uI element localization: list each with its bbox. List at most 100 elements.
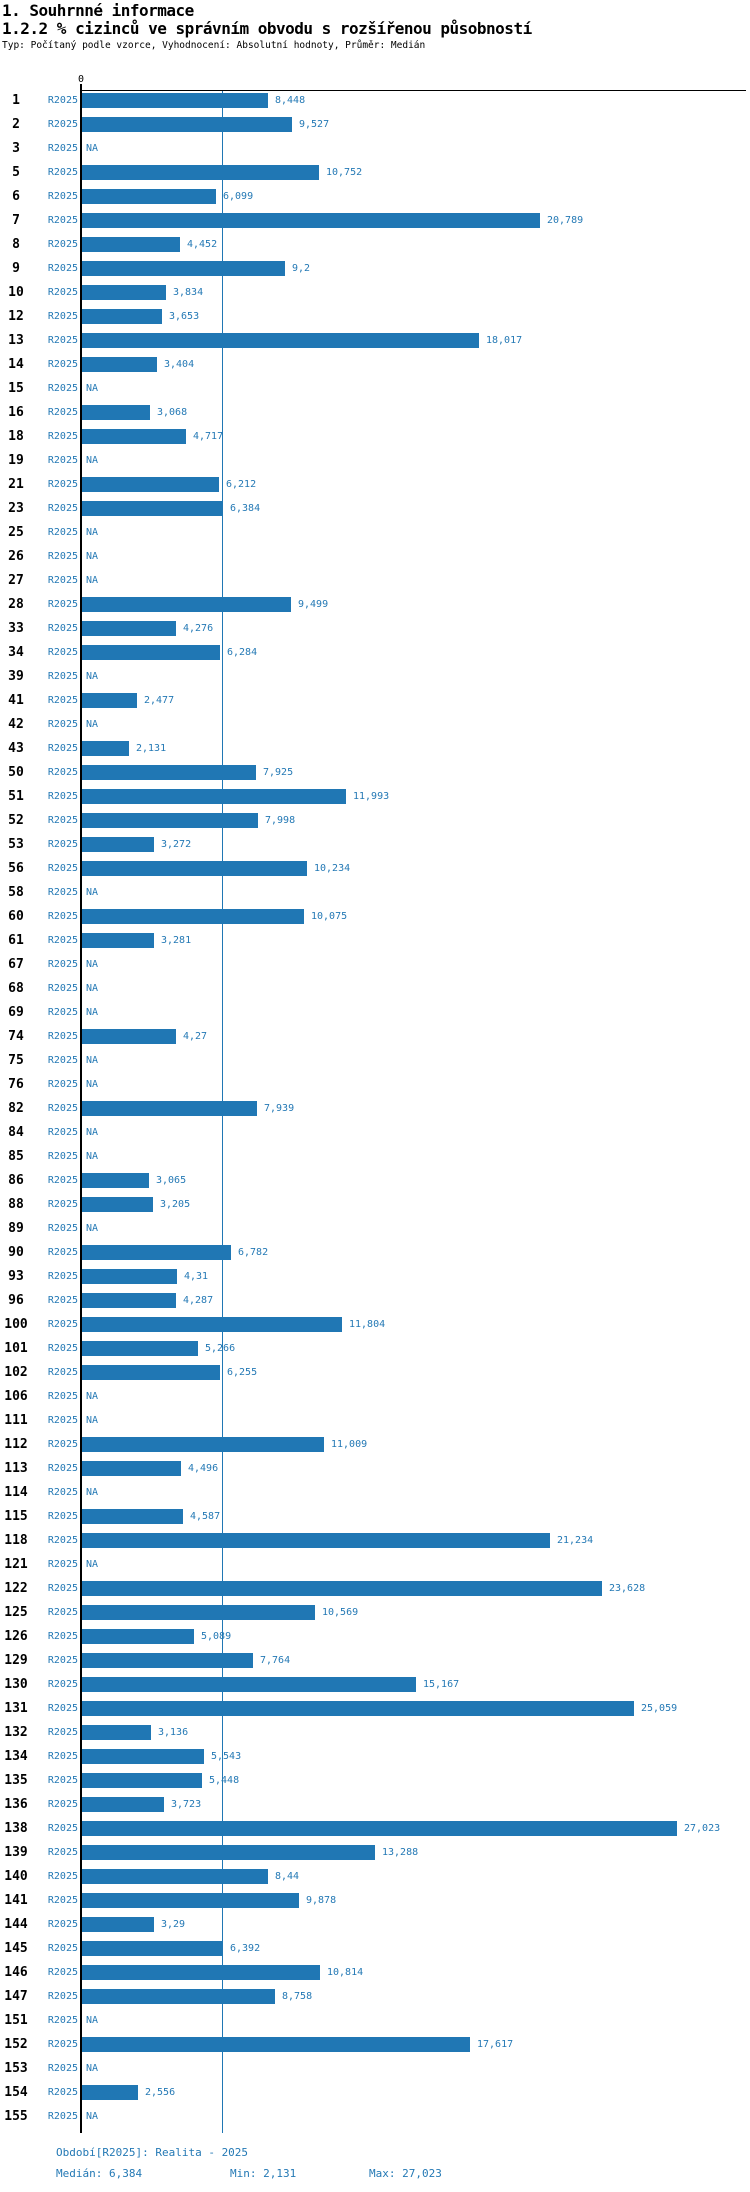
row-number: 28 — [8, 597, 24, 612]
row-number: 129 — [4, 1653, 28, 1668]
value-label: 6,392 — [230, 1943, 261, 1954]
row-number: 85 — [8, 1149, 24, 1164]
value-bar — [82, 1029, 176, 1044]
value-bar — [82, 1197, 153, 1212]
na-label: NA — [86, 1127, 99, 1138]
row-number: 155 — [4, 2109, 28, 2124]
series-label: R2025 — [47, 623, 78, 634]
row-number: 126 — [4, 1629, 28, 1644]
series-label: R2025 — [47, 95, 78, 106]
value-label: 11,804 — [349, 1319, 386, 1330]
value-label: 2,131 — [136, 743, 167, 754]
value-bar — [82, 621, 176, 636]
series-label: R2025 — [47, 1559, 78, 1570]
value-bar — [82, 837, 154, 852]
series-label: R2025 — [47, 1775, 78, 1786]
na-label: NA — [86, 1079, 99, 1090]
value-bar — [82, 1245, 231, 1260]
na-label: NA — [86, 1223, 99, 1234]
value-bar — [82, 2037, 470, 2052]
value-label: 3,065 — [156, 1175, 187, 1186]
na-label: NA — [86, 887, 99, 898]
row-number: 15 — [8, 381, 24, 396]
value-label: 3,281 — [161, 935, 192, 946]
row-number: 26 — [8, 549, 24, 564]
row-number: 51 — [8, 789, 24, 804]
row-number: 93 — [8, 1269, 24, 1284]
value-label: 4,452 — [187, 239, 218, 250]
series-label: R2025 — [47, 287, 78, 298]
row-number: 56 — [8, 861, 24, 876]
value-label: 6,099 — [223, 191, 254, 202]
row-number: 7 — [12, 213, 20, 228]
value-bar — [82, 645, 220, 660]
row-number: 1 — [12, 93, 20, 108]
row-number: 136 — [4, 1797, 28, 1812]
series-label: R2025 — [47, 311, 78, 322]
value-bar — [82, 1749, 204, 1764]
series-label: R2025 — [47, 1391, 78, 1402]
series-label: R2025 — [47, 2015, 78, 2026]
series-label: R2025 — [47, 1823, 78, 1834]
series-label: R2025 — [47, 1631, 78, 1642]
series-label: R2025 — [47, 815, 78, 826]
value-bar — [82, 1173, 149, 1188]
row-number: 113 — [4, 1461, 28, 1476]
series-label: R2025 — [47, 1751, 78, 1762]
value-bar — [82, 357, 157, 372]
row-number: 3 — [12, 141, 20, 156]
value-bar — [82, 405, 150, 420]
value-label: 5,448 — [209, 1775, 240, 1786]
value-label: 7,939 — [264, 1103, 295, 1114]
value-label: 5,089 — [201, 1631, 232, 1642]
na-label: NA — [86, 1559, 99, 1570]
series-label: R2025 — [47, 911, 78, 922]
value-label: 7,998 — [265, 815, 296, 826]
series-label: R2025 — [47, 1319, 78, 1330]
series-label: R2025 — [47, 2039, 78, 2050]
row-number: 67 — [8, 957, 24, 972]
series-label: R2025 — [47, 1223, 78, 1234]
series-label: R2025 — [47, 1463, 78, 1474]
series-label: R2025 — [47, 1127, 78, 1138]
value-label: 23,628 — [609, 1583, 646, 1594]
value-label: 6,212 — [226, 479, 257, 490]
value-label: 10,075 — [311, 911, 348, 922]
value-bar — [82, 501, 223, 516]
series-label: R2025 — [47, 1175, 78, 1186]
value-bar — [82, 2085, 138, 2100]
row-number: 43 — [8, 741, 24, 756]
series-label: R2025 — [47, 1967, 78, 1978]
row-number: 58 — [8, 885, 24, 900]
row-number: 90 — [8, 1245, 24, 1260]
row-number: 82 — [8, 1101, 24, 1116]
value-bar — [82, 693, 137, 708]
value-bar — [82, 909, 304, 924]
row-number: 18 — [8, 429, 24, 444]
row-number: 125 — [4, 1605, 28, 1620]
value-bar — [82, 333, 479, 348]
row-number: 12 — [8, 309, 24, 324]
value-label: 9,499 — [298, 599, 329, 610]
row-number: 50 — [8, 765, 24, 780]
row-number: 138 — [4, 1821, 28, 1836]
footer-median: Medián: 6,384 — [56, 2167, 143, 2180]
row-number: 19 — [8, 453, 24, 468]
series-label: R2025 — [47, 575, 78, 586]
series-label: R2025 — [47, 1799, 78, 1810]
x-axis-zero-tick-label: 0 — [77, 74, 85, 85]
footer-period: Období[R2025]: Realita - 2025 — [56, 2146, 249, 2159]
value-label: 4,27 — [183, 1031, 208, 1042]
value-label: 13,288 — [382, 1847, 419, 1858]
row-number: 42 — [8, 717, 24, 732]
row-number: 102 — [4, 1365, 28, 1380]
series-label: R2025 — [47, 719, 78, 730]
series-label: R2025 — [47, 479, 78, 490]
row-number: 2 — [12, 117, 20, 132]
na-label: NA — [86, 959, 99, 970]
row-number: 101 — [4, 1341, 28, 1356]
section-title: 1. Souhrnné informace — [2, 1, 194, 20]
row-number: 76 — [8, 1077, 24, 1092]
value-bar — [82, 477, 219, 492]
row-number: 118 — [4, 1533, 28, 1548]
